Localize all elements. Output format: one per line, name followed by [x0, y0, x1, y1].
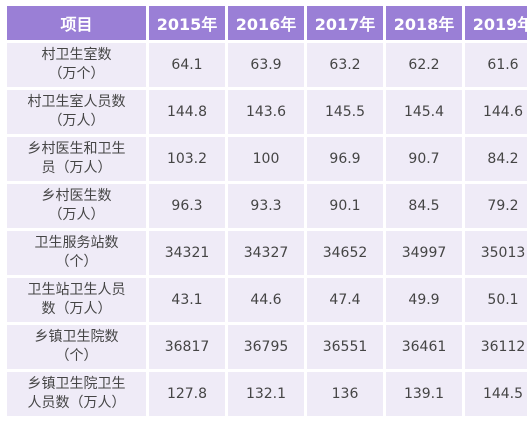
row-item-cell: 乡村医生和卫生 员（万人）	[7, 137, 146, 181]
row-item-label-line: 人员数（万人）	[27, 395, 126, 411]
row-item-cell: 卫生站卫生人员 数（万人）	[7, 278, 146, 322]
row-item-label-line: 卫生站卫生人员	[27, 282, 126, 298]
value-cell: 103.2	[149, 137, 225, 181]
header-year-2019: 2019年	[465, 6, 527, 40]
row-item-cell: 卫生服务站数 （个）	[7, 231, 146, 275]
row-item-cell: 乡镇卫生院数 （个）	[7, 325, 146, 369]
value-cell: 132.1	[228, 372, 304, 416]
row-item-label-line: 数（万人）	[41, 301, 112, 317]
table-row: 村卫生室人员数 （万人） 144.8 143.6 145.5 145.4 144.6	[7, 90, 527, 134]
row-item-label-line: （万个）	[48, 66, 105, 82]
value-cell: 145.5	[307, 90, 383, 134]
stats-table: 项目 2015年 2016年 2017年 2018年 2019年 村卫生室数 （万…	[4, 3, 527, 419]
header-year-2016: 2016年	[228, 6, 304, 40]
row-item-label-line: 乡村医生数	[41, 188, 112, 204]
value-cell: 34327	[228, 231, 304, 275]
row-item-cell: 乡村医生数 （万人）	[7, 184, 146, 228]
value-cell: 145.4	[386, 90, 462, 134]
value-cell: 144.8	[149, 90, 225, 134]
row-item-label-line: 乡镇卫生院数	[34, 329, 119, 345]
value-cell: 50.1	[465, 278, 527, 322]
value-cell: 44.6	[228, 278, 304, 322]
value-cell: 43.1	[149, 278, 225, 322]
value-cell: 64.1	[149, 43, 225, 87]
header-year-2015: 2015年	[149, 6, 225, 40]
value-cell: 84.2	[465, 137, 527, 181]
value-cell: 143.6	[228, 90, 304, 134]
value-cell: 36795	[228, 325, 304, 369]
table-header-row: 项目 2015年 2016年 2017年 2018年 2019年	[7, 6, 527, 40]
value-cell: 127.8	[149, 372, 225, 416]
table-row: 卫生站卫生人员 数（万人） 43.1 44.6 47.4 49.9 50.1	[7, 278, 527, 322]
row-item-label-line: 村卫生室数	[41, 47, 112, 63]
value-cell: 144.5	[465, 372, 527, 416]
value-cell: 90.7	[386, 137, 462, 181]
value-cell: 47.4	[307, 278, 383, 322]
table-row: 乡镇卫生院卫生 人员数（万人） 127.8 132.1 136 139.1 144.5	[7, 372, 527, 416]
row-item-label-line: 卫生服务站数	[34, 235, 119, 251]
value-cell: 63.2	[307, 43, 383, 87]
value-cell: 93.3	[228, 184, 304, 228]
row-item-label-line: 乡村医生和卫生	[27, 141, 126, 157]
row-item-cell: 村卫生室人员数 （万人）	[7, 90, 146, 134]
value-cell: 90.1	[307, 184, 383, 228]
value-cell: 139.1	[386, 372, 462, 416]
row-item-cell: 乡镇卫生院卫生 人员数（万人）	[7, 372, 146, 416]
value-cell: 84.5	[386, 184, 462, 228]
value-cell: 49.9	[386, 278, 462, 322]
value-cell: 34321	[149, 231, 225, 275]
row-item-label-line: 员（万人）	[41, 160, 112, 176]
value-cell: 36112	[465, 325, 527, 369]
header-year-2018: 2018年	[386, 6, 462, 40]
row-item-label-line: （万人）	[48, 207, 105, 223]
row-item-label-line: （万人）	[48, 113, 105, 129]
table-row: 乡村医生数 （万人） 96.3 93.3 90.1 84.5 79.2	[7, 184, 527, 228]
row-item-label-line: （个）	[55, 348, 98, 364]
row-item-label-line: 村卫生室人员数	[27, 94, 126, 110]
value-cell: 36551	[307, 325, 383, 369]
value-cell: 79.2	[465, 184, 527, 228]
value-cell: 36817	[149, 325, 225, 369]
value-cell: 62.2	[386, 43, 462, 87]
table-row: 村卫生室数 （万个） 64.1 63.9 63.2 62.2 61.6	[7, 43, 527, 87]
value-cell: 34997	[386, 231, 462, 275]
value-cell: 100	[228, 137, 304, 181]
value-cell: 35013	[465, 231, 527, 275]
row-item-label-line: 乡镇卫生院卫生	[27, 376, 126, 392]
value-cell: 136	[307, 372, 383, 416]
value-cell: 96.9	[307, 137, 383, 181]
value-cell: 34652	[307, 231, 383, 275]
row-item-label-line: （个）	[55, 254, 98, 270]
value-cell: 61.6	[465, 43, 527, 87]
table-row: 卫生服务站数 （个） 34321 34327 34652 34997 35013	[7, 231, 527, 275]
value-cell: 144.6	[465, 90, 527, 134]
table-row: 乡村医生和卫生 员（万人） 103.2 100 96.9 90.7 84.2	[7, 137, 527, 181]
header-year-2017: 2017年	[307, 6, 383, 40]
row-item-cell: 村卫生室数 （万个）	[7, 43, 146, 87]
value-cell: 96.3	[149, 184, 225, 228]
value-cell: 36461	[386, 325, 462, 369]
value-cell: 63.9	[228, 43, 304, 87]
header-item: 项目	[7, 6, 146, 40]
table-row: 乡镇卫生院数 （个） 36817 36795 36551 36461 36112	[7, 325, 527, 369]
